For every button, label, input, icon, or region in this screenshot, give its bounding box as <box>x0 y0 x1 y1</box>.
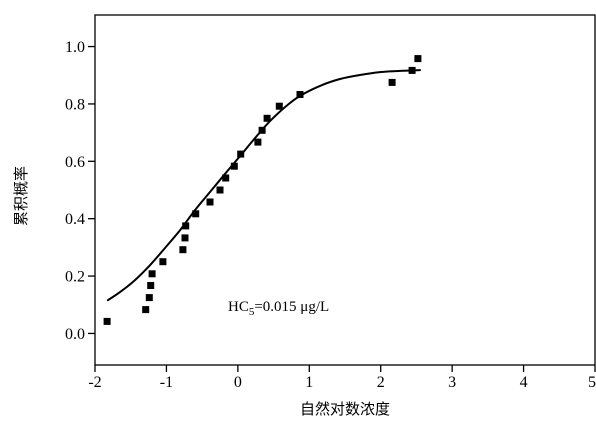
hc5-annotation-subscript: 5 <box>249 306 255 318</box>
data-point <box>222 174 230 182</box>
data-point <box>388 78 396 86</box>
data-point <box>408 66 416 74</box>
x-tick-label: 1 <box>305 374 313 391</box>
data-point <box>142 306 150 314</box>
y-tick-label: 0.2 <box>65 269 85 286</box>
x-tick-label: 0 <box>234 374 242 391</box>
data-point <box>192 210 200 218</box>
axes: -2 -1 0 1 2 3 4 5 0.0 0.2 0.4 0.6 0.8 1.0 <box>65 39 596 391</box>
data-point <box>263 114 271 122</box>
data-point <box>179 246 187 254</box>
data-point <box>159 258 167 266</box>
data-point <box>103 317 111 325</box>
data-point <box>275 102 283 110</box>
plot-frame <box>94 14 596 366</box>
data-point <box>254 138 262 146</box>
x-tick-label: 3 <box>448 374 456 391</box>
x-tick-label: -2 <box>88 374 101 391</box>
plot-marks <box>103 55 422 325</box>
hc5-annotation-main: HC <box>228 299 249 315</box>
y-tick-label: 0.6 <box>65 154 85 171</box>
data-point <box>148 270 156 278</box>
data-point <box>230 162 238 170</box>
fit-curve <box>106 69 421 302</box>
x-tick-label: -1 <box>160 374 173 391</box>
y-tick-label: 0.4 <box>65 211 85 228</box>
y-axis-title: 累积概率 <box>13 166 30 226</box>
data-point <box>414 55 422 63</box>
data-point <box>296 91 304 98</box>
hc5-annotation: HC5=0.015 μg/L <box>228 299 329 318</box>
data-point <box>258 126 266 134</box>
data-point <box>182 222 190 230</box>
data-point <box>145 294 153 302</box>
x-tick-label: 5 <box>588 374 596 391</box>
data-point <box>206 198 214 206</box>
data-point <box>216 186 224 194</box>
y-tick-label: 1.0 <box>65 39 85 56</box>
data-point <box>237 150 245 158</box>
hc5-annotation-rest: =0.015 μg/L <box>254 299 329 315</box>
x-axis-title: 自然对数浓度 <box>300 401 390 418</box>
x-tick-label: 2 <box>377 374 385 391</box>
x-tick-label: 4 <box>520 374 528 391</box>
data-point <box>181 234 189 242</box>
y-tick-label: 0.8 <box>65 96 85 113</box>
data-point <box>147 282 155 289</box>
y-tick-label: 0.0 <box>65 326 85 343</box>
